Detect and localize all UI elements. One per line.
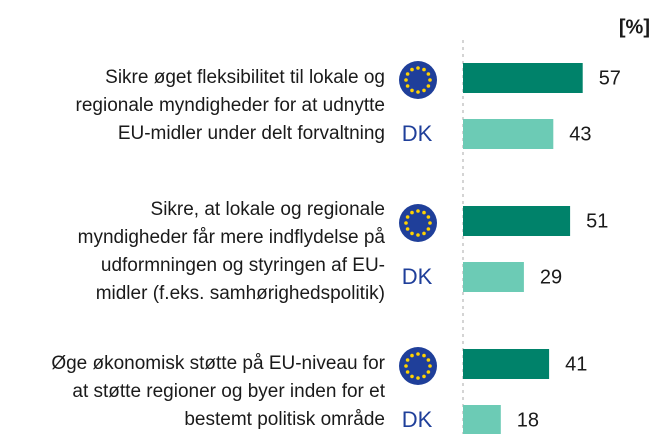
flag-star xyxy=(410,353,414,358)
flag-star xyxy=(416,66,420,70)
flag-star xyxy=(416,209,420,213)
flag-star xyxy=(426,227,431,231)
flag-star xyxy=(422,88,426,93)
category-label: Øge økonomisk støtte på EU-niveau for xyxy=(51,353,385,374)
flag-disc xyxy=(399,204,437,242)
flag-star xyxy=(422,67,426,72)
flag-star xyxy=(428,221,432,225)
flag-star xyxy=(426,215,431,219)
value-label: 51 xyxy=(586,210,608,232)
flag-star xyxy=(422,353,426,358)
flag-star xyxy=(404,78,408,82)
flag-star xyxy=(426,84,431,88)
flag-star xyxy=(422,210,426,215)
category-label: myndigheder får mere indflydelse på xyxy=(78,227,386,248)
flag-star xyxy=(405,72,410,76)
flag-star xyxy=(428,78,432,82)
flag-star xyxy=(416,376,420,380)
value-label: 43 xyxy=(569,123,591,145)
value-label: 41 xyxy=(565,353,587,375)
flag-star xyxy=(404,364,408,368)
bar xyxy=(463,206,571,236)
category-label: midler (f.eks. samhørighedspolitik) xyxy=(96,283,385,304)
eu-flag xyxy=(399,61,437,99)
bar xyxy=(463,405,501,434)
flag-star xyxy=(410,231,414,236)
series-label: DK xyxy=(402,264,433,289)
flag-disc xyxy=(399,347,437,385)
category-label: regionale myndigheder for at udnytte xyxy=(76,95,385,116)
series-label: DK xyxy=(402,121,433,146)
flag-disc xyxy=(399,61,437,99)
series-label: DK xyxy=(402,407,433,432)
bar xyxy=(463,262,524,292)
flag-star xyxy=(405,227,410,231)
flag-star xyxy=(416,90,420,94)
flag-star xyxy=(426,358,431,362)
flag-star xyxy=(410,88,414,93)
flag-star xyxy=(416,233,420,237)
flag-star xyxy=(416,352,420,356)
flag-star xyxy=(405,215,410,219)
value-label: 29 xyxy=(540,266,562,288)
bar xyxy=(463,349,550,379)
value-label: 57 xyxy=(599,67,621,89)
eu-flag xyxy=(399,347,437,385)
flag-star xyxy=(426,72,431,76)
flag-star xyxy=(426,370,431,374)
eu-flag xyxy=(399,204,437,242)
flag-star xyxy=(410,210,414,215)
category-label: bestemt politisk område xyxy=(184,409,385,430)
category-label: udformningen og styringen af EU- xyxy=(101,255,385,276)
flag-star xyxy=(404,221,408,225)
flag-star xyxy=(428,364,432,368)
unit-label: [%] xyxy=(619,16,650,38)
flag-star xyxy=(422,231,426,236)
flag-star xyxy=(405,358,410,362)
bar xyxy=(463,63,583,93)
category-label: Sikre øget fleksibilitet til lokale og xyxy=(105,67,385,88)
category-label: at støtte regioner og byer inden for et xyxy=(72,381,385,402)
category-label: Sikre, at lokale og regionale xyxy=(151,199,385,220)
flag-star xyxy=(410,67,414,72)
flag-star xyxy=(405,370,410,374)
flag-star xyxy=(410,374,414,379)
value-label: 18 xyxy=(517,409,539,431)
flag-star xyxy=(405,84,410,88)
bar xyxy=(463,119,554,149)
flag-star xyxy=(422,374,426,379)
category-label: EU-midler under delt forvaltning xyxy=(118,123,385,144)
